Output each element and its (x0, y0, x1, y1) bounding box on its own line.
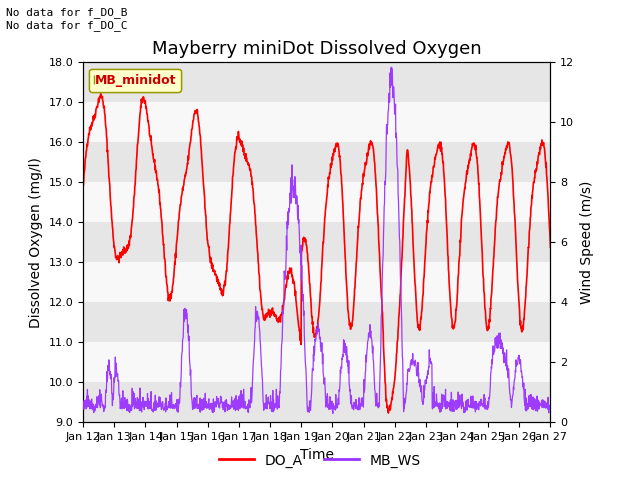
Bar (83, 302, 550, 342)
Bar (83, 62, 550, 102)
Text: No data for f_DO_B
No data for f_DO_C: No data for f_DO_B No data for f_DO_C (6, 7, 128, 31)
Bar (83, 102, 550, 143)
Bar (83, 222, 550, 263)
Legend: DO_A, MB_WS: DO_A, MB_WS (214, 448, 426, 473)
Title: Mayberry miniDot Dissolved Oxygen: Mayberry miniDot Dissolved Oxygen (152, 40, 482, 58)
X-axis label: Time: Time (300, 448, 334, 462)
Y-axis label: Wind Speed (m/s): Wind Speed (m/s) (580, 180, 594, 304)
Y-axis label: Dissolved Oxygen (mg/l): Dissolved Oxygen (mg/l) (29, 157, 43, 328)
Bar (83, 342, 550, 383)
Bar (83, 182, 550, 222)
Bar (83, 383, 550, 422)
Bar (83, 143, 550, 182)
Bar (83, 263, 550, 302)
Legend: MB_minidot: MB_minidot (90, 69, 181, 92)
